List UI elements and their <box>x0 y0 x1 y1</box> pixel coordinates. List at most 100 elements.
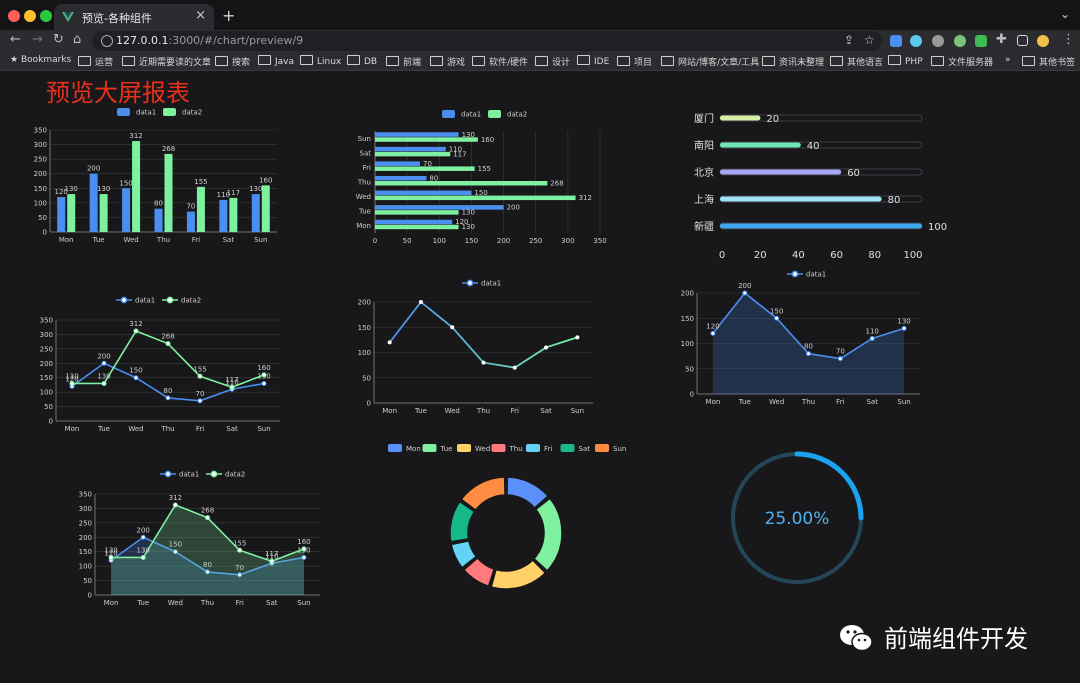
hbar-chart-xtick-label: 300 <box>561 237 574 245</box>
area-chart-2-ytick-label: 300 <box>79 505 92 513</box>
extension-1-icon[interactable] <box>890 35 902 47</box>
hbar-chart-data-label: 117 <box>453 150 466 158</box>
area-chart-2-data-label: 130 <box>104 546 117 554</box>
bar-chart-xtick-label: Sat <box>223 236 235 244</box>
line-chart-2-xtick-label: Fri <box>511 407 519 415</box>
bar-chart-data-label: 70 <box>186 203 195 211</box>
donut-chart-slice-Wed <box>490 559 547 590</box>
bookmark-folder[interactable]: DB <box>347 55 377 67</box>
progress-chart-data-label: 60 <box>847 168 860 179</box>
line-chart-ytick-label: 150 <box>40 374 53 382</box>
tab-search-icon[interactable]: ⌄ <box>1059 7 1070 21</box>
extension-5-icon[interactable] <box>975 35 987 47</box>
area-chart-2-data-label: 80 <box>203 561 212 569</box>
area-chart-2-xtick-label: Fri <box>235 599 243 607</box>
bookmarks-overflow-button[interactable]: » <box>1005 55 1011 65</box>
extension-3-icon[interactable] <box>932 35 944 47</box>
bookmark-folder[interactable]: Java <box>258 55 294 67</box>
bookmark-folder[interactable]: 运营 <box>78 55 113 68</box>
bookmark-folder[interactable]: IDE <box>577 55 609 67</box>
sidebar-toggle-icon[interactable] <box>1017 35 1028 46</box>
bar-chart-xtick-label: Fri <box>192 236 200 244</box>
area-chart-2-data-label: 150 <box>169 541 182 549</box>
bar-chart-ytick-label: 350 <box>34 127 47 135</box>
hbar-chart-legend-swatch-data2 <box>488 110 501 118</box>
site-info-icon[interactable] <box>101 35 113 47</box>
bar-chart-bar-data2 <box>67 194 76 232</box>
other-bookmarks-folder[interactable]: 其他书签 <box>1022 55 1075 68</box>
close-window-button[interactable] <box>8 10 20 22</box>
bookmark-folder[interactable]: 搜索 <box>215 55 250 68</box>
line-chart-data-label: 130 <box>97 372 110 380</box>
area-chart-2-data-label: 130 <box>137 546 150 554</box>
extensions-puzzle-icon[interactable]: ✚ <box>996 32 1007 47</box>
new-tab-button[interactable]: + <box>222 6 236 25</box>
browser-menu-icon[interactable]: ⋮ <box>1062 32 1075 47</box>
progress-chart-bar <box>720 169 842 175</box>
progress-chart-xtick-label: 80 <box>868 250 881 261</box>
bookmark-folder[interactable]: PHP <box>888 55 923 67</box>
bookmark-folder[interactable]: 游戏 <box>430 55 465 68</box>
bar-chart-data-label: 120 <box>55 188 68 196</box>
line-chart-2-point-data1 <box>387 340 392 345</box>
bookmark-folder[interactable]: Linux <box>300 55 341 67</box>
bookmarks-button[interactable]: ★ Bookmarks <box>10 55 72 65</box>
line-chart-2-ytick-label: 0 <box>367 400 371 408</box>
bar-chart-bar-data1 <box>251 194 260 232</box>
area-chart-2-point-data1 <box>237 572 243 578</box>
bookmark-star-icon[interactable]: ☆ <box>864 33 875 47</box>
hbar-chart-bar-data2 <box>375 210 459 215</box>
hbar-chart-xtick-label: 350 <box>593 237 606 245</box>
back-icon[interactable]: ← <box>10 32 21 47</box>
bar-chart-data-label: 80 <box>154 200 163 208</box>
line-chart-legend-label: data2 <box>181 297 201 305</box>
donut-chart-slice-Mon <box>506 476 549 509</box>
address-bar[interactable]: 127.0.0.1:3000/#/chart/preview/9 ⇪ ☆ <box>92 31 882 51</box>
donut-chart-legend-swatch <box>388 444 402 452</box>
bookmark-folder[interactable]: 软件/硬件 <box>472 55 528 68</box>
bookmark-folder[interactable]: 文件服务器 <box>931 55 993 68</box>
bookmark-folder[interactable]: 资讯未整理 <box>762 55 824 68</box>
hbar-chart-xtick-label: 0 <box>373 237 377 245</box>
line-chart-ytick-label: 250 <box>40 345 53 353</box>
bookmark-folder[interactable]: 项目 <box>617 55 652 68</box>
area-chart-point-data1 <box>710 330 716 336</box>
share-icon[interactable]: ⇪ <box>844 33 855 47</box>
area-chart-2-legend-label: data1 <box>179 471 199 479</box>
area-chart-xtick-label: Tue <box>738 398 751 406</box>
bar-chart-legend-label: data2 <box>182 109 202 117</box>
profile-avatar[interactable] <box>1037 35 1049 47</box>
line-chart-2-line-data1 <box>388 300 578 369</box>
extension-2-icon[interactable] <box>910 35 922 47</box>
area-chart-data-label: 120 <box>706 322 719 330</box>
bookmarks-bar: ★ Bookmarks 运营 近期需要读的文章 搜索 Java Linux DB… <box>0 52 1080 71</box>
minimize-window-button[interactable] <box>24 10 36 22</box>
wechat-icon <box>840 625 873 652</box>
bookmark-folder[interactable]: 其他语言 <box>830 55 883 68</box>
donut-chart-legend-swatch <box>457 444 471 452</box>
maximize-window-button[interactable] <box>40 10 52 22</box>
area-chart-legend-label: data1 <box>806 271 826 279</box>
extension-4-icon[interactable] <box>954 35 966 47</box>
tab-active[interactable]: 预览-各种组件 × <box>54 4 214 30</box>
bar-chart-bar-data2 <box>229 197 238 232</box>
area-chart-2-xtick-label: Sun <box>297 599 310 607</box>
area-chart-2-xtick-label: Mon <box>104 599 119 607</box>
forward-icon[interactable]: → <box>32 32 43 47</box>
tab-close-button[interactable]: × <box>195 8 206 23</box>
area-chart-point-data1 <box>742 290 748 296</box>
reload-icon[interactable]: ↻ <box>53 32 64 47</box>
bookmark-folder[interactable]: 网站/博客/文章/工具 <box>661 55 759 68</box>
home-icon[interactable]: ⌂ <box>73 32 82 47</box>
area-chart-2-point-data1 <box>140 534 146 540</box>
area-chart-point-data1 <box>869 335 875 341</box>
bookmark-folder[interactable]: 前端 <box>386 55 421 68</box>
hbar-chart-ytick-label: Sun <box>358 135 371 143</box>
bookmark-folder[interactable]: 近期需要读的文章 <box>122 55 211 68</box>
line-chart-ytick-label: 50 <box>44 403 53 411</box>
line-chart-2-ytick-label: 100 <box>358 349 371 357</box>
bookmark-folder[interactable]: 设计 <box>535 55 570 68</box>
bar-chart-data-label: 110 <box>217 191 230 199</box>
bar-chart-ytick-label: 250 <box>34 156 47 164</box>
progress-chart-category-label: 南阳 <box>694 139 714 152</box>
